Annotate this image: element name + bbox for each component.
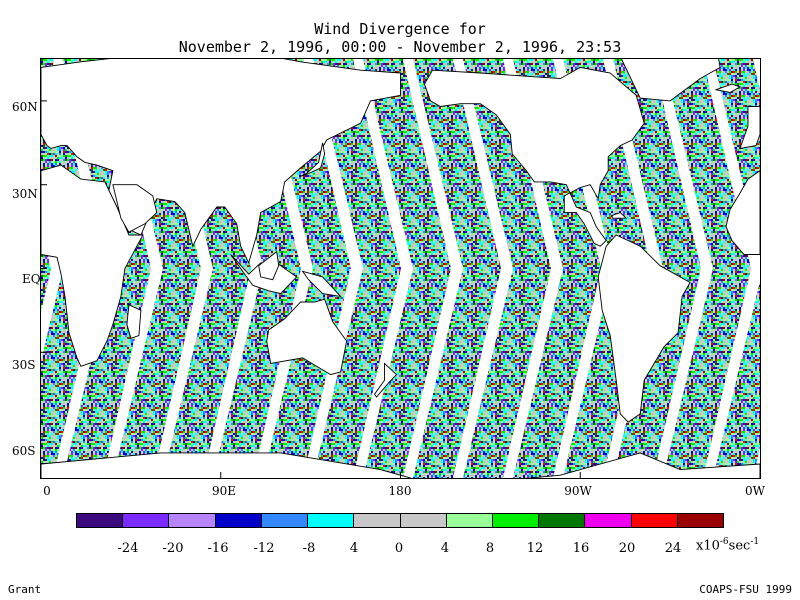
colorbar-swatch bbox=[585, 514, 632, 527]
land-africa-west bbox=[725, 170, 760, 255]
lon-label-90e: 90E bbox=[211, 484, 237, 498]
colorbar-swatch bbox=[123, 514, 170, 527]
land-north-america bbox=[424, 66, 645, 247]
colorbar-tick-label: 4 bbox=[440, 541, 450, 556]
land-borneo bbox=[258, 250, 280, 281]
land-new-guinea bbox=[301, 270, 342, 298]
lat-label-30s: 30S bbox=[12, 358, 36, 372]
lon-label-180: 180 bbox=[388, 484, 412, 498]
colorbar-swatch bbox=[215, 514, 262, 527]
colorbar-tick-label: -12 bbox=[253, 541, 275, 556]
colorbar-swatch bbox=[446, 514, 493, 527]
colorbar-swatch bbox=[539, 514, 586, 527]
colorbar-tick-label: 16 bbox=[572, 541, 590, 556]
colorbar-tick-label: 4 bbox=[349, 541, 359, 556]
lat-label-60n: 60N bbox=[12, 100, 38, 114]
land-iceland bbox=[714, 83, 742, 93]
land-japan bbox=[300, 142, 326, 177]
land-greenland bbox=[621, 59, 721, 102]
colorbar-swatch bbox=[492, 514, 540, 527]
colorbar-tick-label: 12 bbox=[526, 541, 544, 556]
colorbar-tick-label: -16 bbox=[207, 541, 229, 556]
colorbar-tick-label: -24 bbox=[117, 541, 139, 556]
lat-label-60s: 60S bbox=[12, 444, 36, 458]
lon-label-0: 0 bbox=[43, 484, 51, 498]
colorbar-units: x10-6sec-1 bbox=[696, 537, 760, 554]
footer-credit: COAPS-FSU 1999 bbox=[699, 583, 792, 596]
colorbar-swatch bbox=[261, 514, 309, 527]
colorbar-tick-label: 0 bbox=[394, 541, 404, 556]
land-africa bbox=[41, 164, 144, 367]
lat-label-eq: EQ bbox=[22, 272, 41, 286]
lon-label-90w: 90W bbox=[564, 484, 592, 498]
colorbar-tick-label: 24 bbox=[664, 541, 682, 556]
colorbar-tick-label: 20 bbox=[618, 541, 636, 556]
colorbar-swatch bbox=[77, 514, 124, 527]
map-canvas bbox=[41, 59, 760, 478]
colorbar-swatch bbox=[631, 514, 678, 527]
land-new-zealand bbox=[373, 362, 398, 398]
land-australia bbox=[266, 298, 348, 376]
colorbar-swatch bbox=[400, 514, 447, 527]
colorbar bbox=[76, 513, 724, 528]
colorbar-swatch bbox=[677, 514, 724, 527]
land-south-america bbox=[597, 234, 691, 423]
colorbar-tick-label: 8 bbox=[485, 541, 495, 556]
land-arabia bbox=[112, 184, 158, 233]
lat-label-30n: 30N bbox=[12, 187, 38, 201]
land-masses bbox=[41, 59, 760, 478]
chart-title-line-2: November 2, 1996, 00:00 - November 2, 19… bbox=[178, 38, 622, 56]
land-iberia-uk bbox=[739, 106, 760, 149]
land-madagascar bbox=[126, 304, 142, 339]
colorbar-swatch bbox=[169, 514, 216, 527]
colorbar-tick-label: -8 bbox=[302, 541, 316, 556]
chart-title-line-1: Wind Divergence for bbox=[314, 20, 486, 38]
colorbar-swatch bbox=[354, 514, 401, 527]
divergence-map bbox=[40, 58, 761, 479]
lon-label-0w: 0W bbox=[745, 484, 765, 498]
land-caribbean bbox=[611, 212, 628, 219]
footer-author: Grant bbox=[8, 583, 42, 596]
colorbar-tick-label: -20 bbox=[162, 541, 184, 556]
land-antarctica bbox=[41, 452, 760, 478]
colorbar-swatch bbox=[308, 514, 355, 527]
